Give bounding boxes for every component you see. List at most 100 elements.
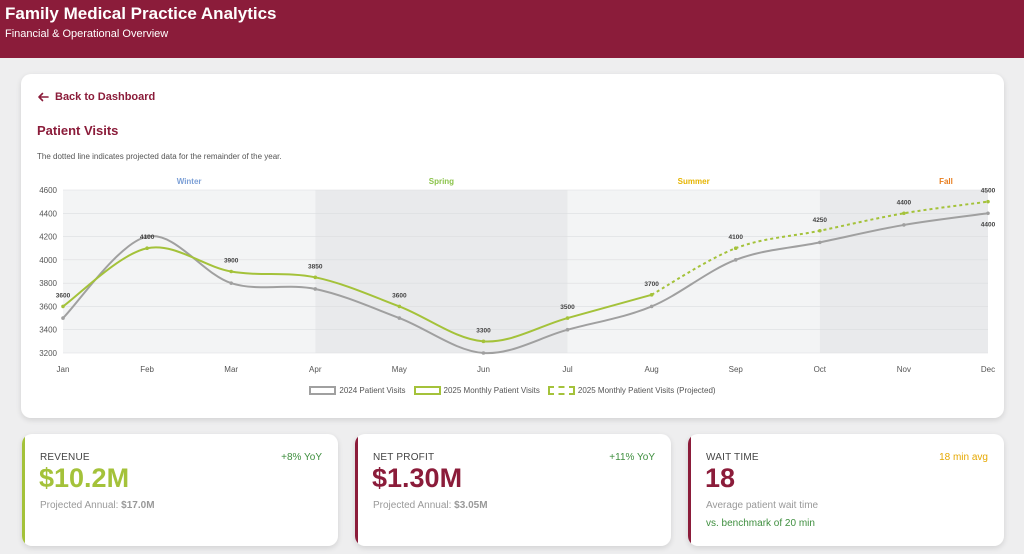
data-label: 3700	[644, 281, 659, 288]
kpi-sub2: vs. benchmark of 20 min	[706, 518, 815, 529]
kpi-change: 18 min avg	[939, 452, 988, 463]
patient-visits-chart: Winter Spring Summer Fall 3200 3400 3600 3800 40…	[39, 177, 996, 374]
y-tick-label: 3600	[39, 302, 57, 311]
x-tick-label: Aug	[645, 365, 659, 374]
legend-label: 2025 Monthly Patient Visits (Projected)	[577, 386, 716, 395]
data-label: 4100	[140, 234, 155, 241]
y-tick-label: 3800	[39, 279, 57, 288]
kpi-label: NET PROFIT	[373, 452, 435, 463]
x-tick-label: Mar	[224, 365, 238, 374]
data-label: 4100	[728, 234, 743, 241]
legend-label: 2024 Patient Visits	[339, 386, 406, 395]
chart-note: The dotted line indicates projected data…	[37, 152, 282, 161]
data-point	[229, 281, 233, 285]
y-tick-label: 4400	[39, 209, 57, 218]
data-label: 3300	[476, 327, 491, 334]
kpi-sub-prefix: Projected Annual:	[40, 500, 122, 511]
data-point	[397, 316, 402, 320]
data-label: 4400	[981, 221, 996, 228]
x-tick-label: Jan	[57, 365, 70, 374]
app-subtitle: Financial & Operational Overview	[5, 28, 169, 40]
legend-item[interactable]: 2025 Monthly Patient Visits	[413, 386, 540, 395]
x-tick-label: Apr	[309, 365, 322, 374]
season-label: Fall	[939, 177, 953, 186]
kpi-sub: Average patient wait time	[706, 500, 818, 511]
arrow-left-icon	[38, 92, 49, 102]
kpi-card-net-profit: NET PROFIT +11% YoY $1.30M Projected Ann…	[355, 434, 671, 546]
data-point	[397, 304, 402, 309]
data-point	[481, 339, 486, 344]
data-point	[481, 351, 486, 355]
data-point	[313, 287, 318, 291]
kpi-change: +11% YoY	[609, 452, 655, 463]
x-tick-label: Jun	[477, 365, 490, 374]
kpi-card-wait-time: WAIT TIME 18 min avg 18 Average patient …	[688, 434, 1004, 546]
back-to-dashboard-link[interactable]: Back to Dashboard	[37, 91, 155, 103]
kpi-change: +8% YoY	[281, 452, 322, 463]
legend-swatch	[309, 386, 337, 395]
kpi-sub: Projected Annual: $3.05M	[373, 500, 488, 511]
season-label: Summer	[678, 177, 710, 186]
kpi-accent	[22, 434, 25, 546]
app-title: Family Medical Practice Analytics	[5, 4, 277, 23]
kpi-accent	[688, 434, 691, 546]
y-tick-label: 3400	[39, 326, 57, 335]
kpi-value: $10.2M	[39, 463, 130, 493]
data-point	[902, 223, 906, 227]
legend-label: 2025 Monthly Patient Visits	[443, 386, 540, 395]
kpi-sub-value: $17.0M	[121, 500, 155, 511]
data-point	[733, 258, 738, 262]
chart-legend: 2024 Patient Visits 2025 Monthly Patient …	[21, 386, 1004, 395]
kpi-sub-prefix: Projected Annual:	[373, 500, 455, 511]
x-tick-label: Sep	[729, 365, 744, 374]
legend-item[interactable]: 2024 Patient Visits	[309, 386, 406, 395]
x-tick-label: Dec	[981, 365, 995, 374]
kpi-label: REVENUE	[40, 452, 90, 463]
data-point	[229, 269, 233, 274]
data-point	[986, 199, 990, 204]
data-point	[902, 211, 906, 216]
data-label: 4400	[897, 199, 912, 206]
y-tick-label: 4000	[39, 256, 57, 265]
kpi-value: $1.30M	[372, 463, 463, 493]
data-label: 4500	[981, 188, 996, 195]
data-point	[649, 292, 654, 297]
kpi-accent	[355, 434, 358, 546]
data-point	[145, 246, 149, 251]
data-point	[145, 234, 149, 239]
data-point	[61, 316, 65, 320]
x-tick-label: Feb	[140, 365, 154, 374]
data-point	[61, 304, 65, 309]
x-tick-label: Nov	[897, 365, 911, 374]
legend-item[interactable]: 2025 Monthly Patient Visits (Projected)	[547, 386, 716, 395]
data-label: 3600	[56, 292, 71, 299]
back-link-label: Back to Dashboard	[55, 91, 156, 103]
series-line-0	[62, 212, 989, 355]
kpi-sub-value: $3.05M	[454, 500, 488, 511]
data-label: 3600	[392, 292, 407, 299]
season-label: Spring	[429, 177, 454, 186]
data-label: 3850	[308, 263, 323, 270]
data-point	[733, 246, 738, 251]
data-point	[818, 228, 822, 233]
data-point	[565, 327, 570, 332]
x-tick-label: May	[392, 365, 407, 374]
season-band	[315, 190, 568, 353]
season-label: Winter	[177, 177, 202, 186]
kpi-value: 18	[705, 463, 736, 493]
season-band	[63, 190, 316, 353]
legend-swatch	[413, 386, 441, 395]
data-label: 3900	[224, 258, 239, 265]
chart-title: Patient Visits	[37, 123, 119, 138]
season-band	[567, 190, 820, 353]
legend-swatch	[547, 386, 575, 395]
y-tick-label: 4600	[39, 186, 57, 195]
kpi-label: WAIT TIME	[706, 452, 759, 463]
y-tick-label: 4200	[39, 233, 57, 242]
x-tick-label: Jul	[562, 365, 572, 374]
kpi-sub: Projected Annual: $17.0M	[40, 500, 155, 511]
kpi-sub-prefix: Average patient wait time	[706, 500, 819, 511]
data-label: 3500	[560, 304, 575, 311]
data-label: 4250	[813, 217, 828, 224]
app-header: Family Medical Practice Analytics Financ…	[0, 0, 1024, 58]
